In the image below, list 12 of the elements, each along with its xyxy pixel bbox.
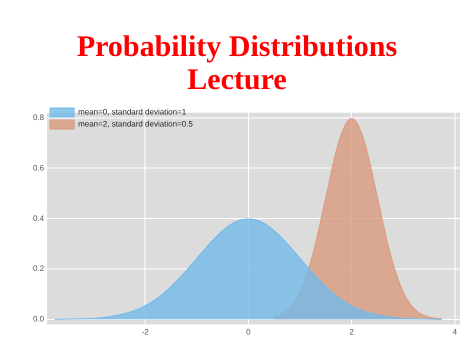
x-tick-label: 0	[246, 327, 252, 336]
y-tick-label: 0.8	[32, 113, 45, 122]
y-tick-label: 0.2	[32, 264, 45, 274]
legend-label: mean=2, standard deviation=0.5	[78, 120, 194, 129]
x-tick-label: -2	[142, 327, 150, 336]
x-tick-label: 4	[452, 327, 458, 336]
legend-label: mean=0, standard deviation=1	[78, 108, 187, 117]
y-tick-label: 0.0	[32, 314, 45, 324]
x-tick-label: 2	[349, 327, 354, 336]
y-tick-label: 0.6	[32, 163, 45, 172]
y-tick-label: 0.4	[32, 214, 45, 223]
chart-title: Probability Distributions Lecture	[76, 29, 398, 96]
